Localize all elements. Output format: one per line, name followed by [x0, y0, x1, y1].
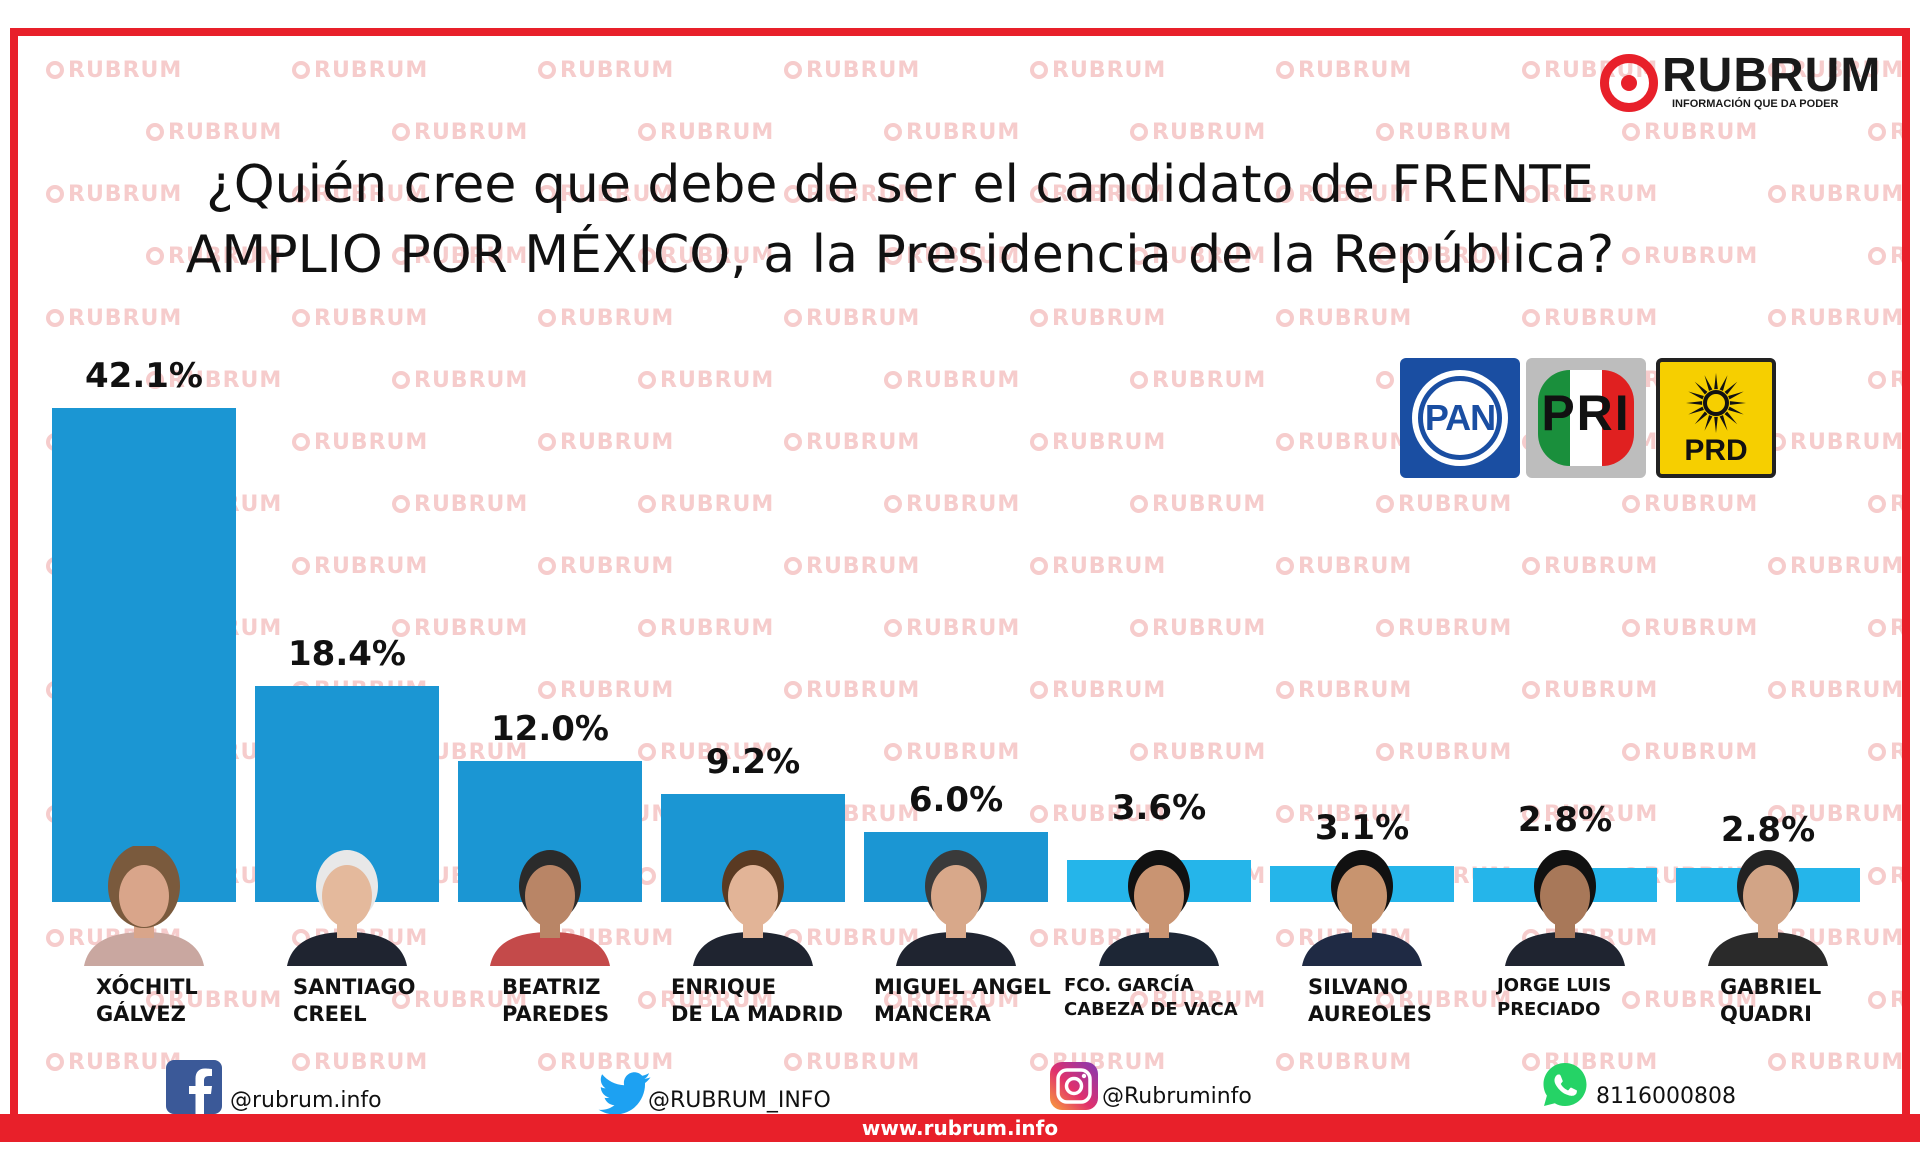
facebook-handle-text: @rubrum.info	[230, 1088, 382, 1113]
bar	[52, 408, 236, 902]
party-logos: PAN PRI PRD	[1400, 358, 1780, 482]
twitter-handle-text: @RUBRUM_INFO	[648, 1088, 831, 1113]
candidate-label-line: FCO. GARCÍA	[1064, 975, 1194, 996]
candidate-label: JORGE LUIS PRECIADO	[1497, 974, 1717, 1022]
value-label: 2.8%	[1720, 810, 1816, 850]
pri-logo: PRI	[1526, 358, 1646, 478]
rubrum-logo-text: RUBRUM	[1662, 49, 1882, 102]
chart-title: ¿Quién cree que debe de ser el candidato…	[120, 150, 1680, 290]
facebook-handle[interactable]: @rubrum.info	[166, 1060, 426, 1120]
candidate-photo	[84, 846, 204, 966]
twitter-handle[interactable]: @RUBRUM_INFO	[598, 1060, 858, 1120]
whatsapp-icon	[1543, 1063, 1587, 1106]
instagram-icon	[1050, 1062, 1098, 1110]
chart-title-line1: ¿Quién cree que debe de ser el candidato…	[206, 155, 1594, 215]
prd-logo: PRD	[1656, 358, 1776, 478]
pan-logo-text: PAN	[1418, 376, 1502, 460]
value-label: 2.8%	[1517, 800, 1613, 840]
candidate-label-line: AUREOLES	[1308, 1002, 1432, 1026]
candidate-label-line: XÓCHITL	[96, 975, 198, 999]
twitter-icon	[598, 1072, 651, 1115]
candidate-label-line: DE LA MADRID	[671, 1002, 844, 1026]
candidate-label: ENRIQUE DE LA MADRID	[671, 974, 891, 1028]
candidate-label-line: CABEZA DE VACA	[1064, 999, 1238, 1020]
rubrum-tagline: INFORMACIÓN QUE DA PODER	[1672, 98, 1839, 110]
candidate-label: SILVANO AUREOLES	[1308, 974, 1528, 1028]
pri-logo-text: PRI	[1541, 385, 1631, 441]
value-label: 9.2%	[705, 742, 801, 782]
prd-logo-text: PRD	[1684, 434, 1748, 467]
candidate-label-line: GÁLVEZ	[96, 1002, 186, 1026]
candidate-label-line: BEATRIZ	[502, 975, 601, 999]
candidate-label-line: QUADRI	[1720, 1002, 1812, 1026]
candidate-label-line: SANTIAGO	[293, 975, 416, 999]
candidate-label-line: GABRIEL	[1720, 975, 1822, 999]
candidate-label: GABRIEL QUADRI	[1720, 974, 1920, 1028]
value-label: 42.1%	[85, 356, 203, 396]
whatsapp-handle[interactable]: 8116000808	[1540, 1060, 1800, 1120]
candidate-photo	[287, 850, 407, 966]
instagram-handle[interactable]: @Rubruminfo	[1050, 1060, 1310, 1120]
candidate-photo	[1302, 850, 1422, 966]
candidate-photo	[896, 850, 1016, 966]
candidate-photo	[693, 850, 813, 966]
bar-chart: 42.1% XÓCHITL GÁLVEZ 18.4% SANTIAGO CREEL 12.0…	[52, 356, 1860, 1028]
candidate-label-line: JORGE LUIS	[1497, 975, 1612, 996]
candidate-label-line: CREEL	[293, 1002, 367, 1026]
value-label: 3.6%	[1111, 788, 1207, 828]
chart-title-line2: AMPLIO POR MÉXICO, a la Presidencia de l…	[185, 225, 1615, 285]
pan-logo: PAN	[1400, 358, 1520, 478]
value-label: 18.4%	[288, 634, 406, 674]
whatsapp-number-text: 8116000808	[1596, 1084, 1736, 1109]
candidate-label-line: ENRIQUE	[671, 975, 777, 999]
value-label: 3.1%	[1314, 808, 1410, 848]
rubrum-logo-icon	[1600, 54, 1658, 112]
instagram-handle-text: @Rubruminfo	[1102, 1084, 1252, 1109]
footer-url[interactable]: www.rubrum.info	[861, 1116, 1059, 1140]
candidate-label-line: MANCERA	[874, 1002, 991, 1026]
candidate-label-line: SILVANO	[1308, 975, 1408, 999]
candidate-label: BEATRIZ PAREDES	[502, 974, 722, 1028]
candidate-label: XÓCHITL GÁLVEZ	[96, 974, 316, 1028]
candidate-label: FCO. GARCÍA CABEZA DE VACA	[1064, 974, 1284, 1022]
candidate-label: MIGUEL ANGEL MANCERA	[874, 974, 1094, 1028]
candidate-photo	[1708, 850, 1828, 966]
candidate-label: SANTIAGO CREEL	[293, 974, 513, 1028]
candidate-label-line: MIGUEL ANGEL	[874, 975, 1051, 999]
facebook-icon	[166, 1060, 222, 1114]
footer-bar: www.rubrum.info	[0, 1114, 1920, 1142]
candidate-photo	[1505, 850, 1625, 966]
candidate-photo	[490, 850, 610, 966]
candidate-photo	[1099, 850, 1219, 966]
candidate-label-line: PAREDES	[502, 1002, 610, 1026]
value-label: 12.0%	[491, 709, 609, 749]
rubrum-logo: RUBRUM INFORMACIÓN QUE DA PODER	[1600, 49, 1900, 114]
candidate-label-line: PRECIADO	[1497, 999, 1601, 1020]
sun-icon	[1686, 373, 1746, 433]
value-label: 6.0%	[908, 780, 1004, 820]
